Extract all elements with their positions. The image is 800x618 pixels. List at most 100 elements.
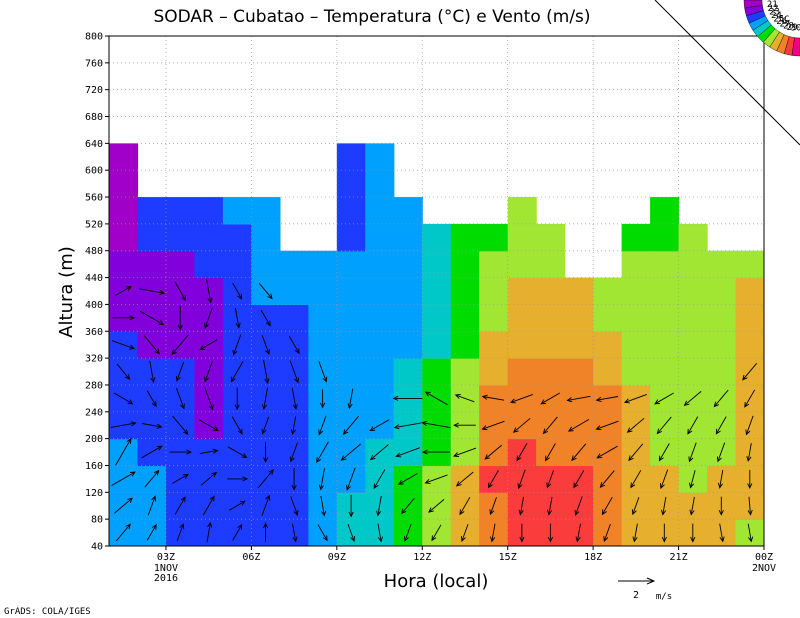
temperature-cell (336, 197, 366, 225)
wind-arrow (484, 444, 502, 460)
temperature-cell (536, 223, 566, 252)
wind-arrow (373, 469, 386, 490)
wind-arrow (519, 523, 525, 543)
wind-arrow (690, 523, 696, 543)
wind-arrow (115, 523, 131, 542)
wind-arrow (110, 421, 137, 428)
temperature-cell (336, 331, 366, 359)
temperature-cell (678, 223, 708, 252)
temperature-cell (564, 277, 594, 306)
wind-arrow (630, 470, 642, 489)
temperature-cell (109, 250, 139, 279)
x-tick-date: 1NOV (154, 563, 178, 574)
wind-arrow (489, 497, 497, 516)
temperature-cell (707, 277, 737, 306)
temperature-cell (707, 358, 737, 386)
plot-frame (108, 35, 765, 547)
temperature-cell (336, 223, 366, 252)
colorbar-label: 29 (787, 23, 798, 33)
wind-arrow (431, 524, 442, 542)
wind-vectors (110, 279, 758, 543)
wind-arrow (687, 416, 699, 435)
wind-arrow (487, 470, 499, 489)
temperature-cell (593, 331, 623, 359)
colorbar-unit: °C (779, 15, 790, 25)
temperature-cell (707, 250, 737, 279)
wind-arrow (261, 416, 270, 435)
temperature-cell (194, 250, 224, 279)
wind-arrow (199, 339, 218, 351)
temperature-cell (336, 143, 366, 171)
temperature-cell (422, 358, 452, 386)
wind-arrow (596, 445, 618, 459)
reference-vector-unit: m/s (656, 592, 672, 602)
temperature-cell (479, 277, 509, 306)
wind-arrow (347, 388, 354, 410)
wind-arrow (113, 392, 134, 405)
temperature-cell (707, 331, 737, 359)
wind-arrow (395, 447, 421, 458)
temperature-cell (137, 250, 167, 279)
y-axis-label: Altura (m) (56, 246, 77, 338)
wind-arrow (574, 496, 583, 516)
x-tick-label: 03Z (157, 552, 175, 563)
x-tick-label: 18Z (584, 552, 602, 563)
wind-arrow (229, 500, 246, 511)
temperature-cell (650, 277, 680, 306)
wind-arrow (144, 469, 160, 488)
temperature-cell (507, 304, 537, 332)
temperature-cell (621, 277, 651, 306)
wind-arrow (149, 360, 156, 384)
temperature-cell (621, 304, 651, 332)
wind-arrow (742, 363, 758, 381)
wind-arrow (263, 359, 270, 385)
x-tick-year: 2016 (154, 573, 178, 584)
wind-arrow (292, 523, 298, 543)
wind-arrow (455, 471, 474, 487)
y-tick-label: 280 (85, 380, 103, 391)
wind-arrow (318, 468, 325, 491)
temperature-cell (393, 358, 423, 386)
wind-arrow (518, 496, 524, 516)
colorbar-diagonal (654, 0, 800, 146)
wind-arrow (517, 469, 526, 490)
wind-arrow (547, 496, 553, 516)
wind-arrow (316, 441, 329, 464)
wind-arrow (512, 417, 531, 433)
wind-arrow (424, 474, 448, 484)
temperature-cell (308, 331, 338, 359)
chart-title: SODAR – Cubatao – Temperatura (°C) e Ven… (153, 7, 590, 27)
temperature-cell (479, 250, 509, 279)
y-tick-label: 400 (85, 300, 103, 311)
temperature-cell (422, 223, 452, 252)
temperature-cell (109, 170, 139, 198)
wind-arrow (261, 335, 270, 355)
temperature-cell (194, 197, 224, 225)
wind-arrow (567, 419, 590, 432)
temperature-cell (621, 331, 651, 359)
temperature-cell (308, 250, 338, 279)
temperature-cell (735, 277, 764, 306)
temperature-cell (422, 250, 452, 279)
wind-arrow (689, 496, 695, 516)
wind-arrow (319, 389, 326, 409)
temperature-cell (678, 358, 708, 386)
y-tick-label: 320 (85, 354, 103, 365)
y-axis: 40 80 120 160 200 240 280 320 360 400 440 480 520 560… (85, 32, 109, 553)
y-tick-label: 600 (85, 166, 103, 177)
wind-arrow (290, 496, 299, 516)
wind-arrow (401, 497, 415, 515)
temperature-cell (336, 170, 366, 198)
wind-arrow (177, 306, 183, 331)
colorbar-label: 28 (783, 22, 794, 32)
temperature-cell (650, 223, 680, 252)
wind-arrow (628, 443, 644, 462)
temperature-cell (507, 358, 537, 386)
temperature-cell (593, 304, 623, 332)
wind-arrow (227, 446, 248, 459)
colorbar-label: 30 (791, 24, 800, 34)
temperature-cell (621, 250, 651, 279)
wind-arrow (369, 419, 390, 432)
wind-arrow (392, 395, 423, 401)
